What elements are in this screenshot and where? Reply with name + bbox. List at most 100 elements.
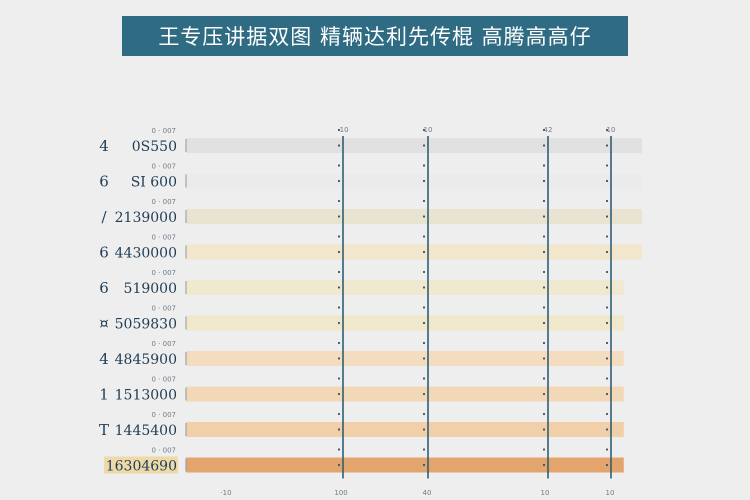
marker-point xyxy=(605,270,609,274)
marker-label: 42 xyxy=(544,126,553,134)
marker-point xyxy=(337,199,341,203)
marker-point xyxy=(337,377,341,380)
marker-point xyxy=(422,250,426,254)
marker-point xyxy=(422,306,426,309)
row-sublabel: 0 · 007 xyxy=(152,376,177,384)
marker-point xyxy=(337,164,341,167)
marker-point xyxy=(337,179,341,183)
marker-point xyxy=(605,341,609,345)
marker-point xyxy=(422,199,426,203)
marker-point xyxy=(337,128,341,132)
marker-point xyxy=(605,235,609,238)
x-tick-label: 40 xyxy=(423,489,432,497)
marker-label: 10 xyxy=(424,126,433,134)
marker-point xyxy=(605,306,609,309)
marker-point xyxy=(605,428,609,431)
marker-point xyxy=(542,270,546,274)
bar xyxy=(186,457,624,473)
marker-point xyxy=(605,286,609,289)
marker-point xyxy=(605,412,609,416)
bar xyxy=(186,386,624,402)
marker-point xyxy=(422,144,426,147)
marker-point xyxy=(422,448,426,451)
marker-point xyxy=(337,412,341,416)
row-value-label: 1513000 xyxy=(115,388,177,404)
marker-point xyxy=(337,357,341,360)
bar xyxy=(186,351,624,366)
chart-title: 王专压讲据双图 精辆达利先传棍 高腾高高仔 xyxy=(122,16,628,56)
row-sublabel: 0 · 007 xyxy=(152,269,177,277)
marker-point xyxy=(605,392,609,396)
marker-point xyxy=(337,448,341,451)
row-sublabel: 0 · 007 xyxy=(152,411,177,419)
row-value-label: 2139000 xyxy=(115,210,177,226)
marker-point xyxy=(337,215,341,218)
marker-point xyxy=(422,286,426,289)
x-tick-label: 10 xyxy=(606,489,615,497)
marker-point xyxy=(422,164,426,167)
row-highlight xyxy=(104,456,178,474)
marker-point xyxy=(542,428,546,431)
marker-point xyxy=(605,164,609,167)
marker-point xyxy=(605,448,609,451)
row-rank-label: 1 xyxy=(99,386,109,404)
x-tick-label: 10 xyxy=(541,489,550,497)
marker-point xyxy=(542,392,546,396)
marker-point xyxy=(337,321,341,325)
marker-point xyxy=(337,463,341,467)
marker-point xyxy=(542,448,546,451)
marker-point xyxy=(542,306,546,309)
marker-point xyxy=(337,341,341,345)
bar xyxy=(186,244,642,260)
marker-point xyxy=(605,321,609,325)
marker-point xyxy=(422,179,426,183)
marker-point xyxy=(337,286,341,289)
row-rank-label: 6 xyxy=(99,173,109,191)
row-sublabel: 0 · 007 xyxy=(152,340,177,348)
row-sublabel: 0 · 007 xyxy=(152,163,177,171)
marker-point xyxy=(422,463,426,467)
row-sublabel: 0 · 007 xyxy=(152,234,177,242)
marker-point xyxy=(542,286,546,289)
marker-point xyxy=(337,270,341,274)
x-tick-label: 100 xyxy=(334,489,347,497)
row-rank-label: 6 xyxy=(99,244,109,262)
marker-point xyxy=(605,377,609,380)
bar xyxy=(186,138,642,153)
marker-point xyxy=(337,428,341,431)
marker-point xyxy=(542,164,546,167)
bar xyxy=(186,315,624,331)
marker-point xyxy=(542,377,546,380)
marker-point xyxy=(542,357,546,360)
row-value-label: 519000 xyxy=(124,281,177,297)
bar xyxy=(186,422,624,437)
marker-point xyxy=(422,392,426,396)
row-value-label: 1445400 xyxy=(115,423,177,439)
marker-point xyxy=(337,144,341,147)
marker-point xyxy=(422,235,426,238)
marker-point xyxy=(605,250,609,254)
bar xyxy=(186,173,642,189)
marker-point xyxy=(605,463,609,467)
marker-point xyxy=(337,250,341,254)
marker-point xyxy=(542,235,546,238)
row-sublabel: 0 · 007 xyxy=(152,127,177,135)
marker-point xyxy=(542,250,546,254)
marker-label: ·10 xyxy=(337,126,348,134)
row-rank-label: T xyxy=(99,421,109,439)
marker-point xyxy=(422,357,426,360)
marker-point xyxy=(605,179,609,183)
row-rank-label: ¤ xyxy=(99,315,109,333)
marker-point xyxy=(422,412,426,416)
marker-point xyxy=(337,392,341,396)
x-tick-label: ·10 xyxy=(220,489,231,497)
marker-point xyxy=(542,463,546,467)
marker-point xyxy=(542,341,546,345)
marker-point xyxy=(542,215,546,218)
row-sublabel: 0 · 007 xyxy=(152,305,177,313)
marker-point xyxy=(605,128,609,132)
marker-point xyxy=(422,128,426,132)
marker-point xyxy=(422,377,426,380)
row-value-label: 4430000 xyxy=(115,246,177,262)
marker-point xyxy=(605,357,609,360)
